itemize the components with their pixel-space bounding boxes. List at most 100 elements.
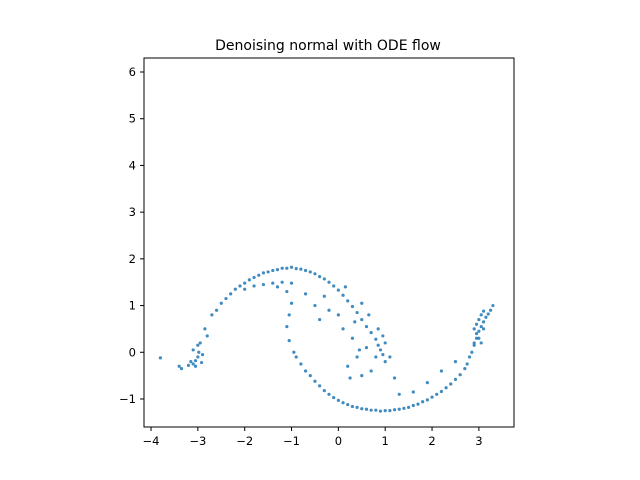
scatter-point [196,355,200,359]
scatter-point [252,275,256,280]
scatter-point [355,310,359,315]
scatter-point [383,341,387,345]
scatter-point [355,355,359,359]
scatter-point [191,362,195,366]
scatter-point [271,281,275,285]
scatter-point [374,408,378,412]
scatter-point [252,284,256,288]
scatter-point [318,317,322,322]
scatter-point [289,281,294,285]
x-tick-label: −2 [236,434,253,448]
scatter-point [327,280,331,284]
scatter-point [357,348,362,352]
scatter-point [233,287,237,291]
scatter-point [186,363,191,367]
scatter-point [488,308,493,312]
scatter-point [189,360,193,364]
scatter-point [364,345,369,350]
scatter-point [388,355,392,359]
scatter-point [481,309,486,313]
scatter-point [289,301,294,305]
scatter-point [458,373,462,377]
scatter-point [481,327,486,331]
x-tick-label: 2 [428,434,435,448]
y-tick-label: 0 [129,345,136,359]
scatter-point [430,395,434,399]
scatter-point [238,284,242,288]
scatter-point [205,334,209,338]
scatter-point [285,289,289,294]
scatter-point [243,287,247,291]
scatter-point [381,334,385,338]
scatter-point [374,337,378,341]
scatter-point [193,364,198,368]
scatter-point [179,367,184,371]
scatter-point [449,382,453,386]
scatter-point [481,320,486,324]
scatter-point [435,392,439,396]
scatter-point [313,379,317,383]
x-axis: −4 −3 −2 −1 0 1 2 3 [143,427,483,448]
x-tick-label: −1 [283,434,300,448]
scatter-point [425,398,429,402]
scatter-point [353,320,357,324]
scatter-point [294,267,298,271]
scatter-point [198,341,202,345]
scatter-point [299,362,303,366]
scatter-point [453,360,458,364]
scatter-point [158,356,162,360]
scatter-point [416,402,420,406]
scatter-point [219,301,223,305]
scatter-point [224,296,228,301]
y-tick-label: 3 [129,205,136,219]
scatter-point [341,293,345,297]
scatter-point [261,282,266,287]
scatter-point [271,268,275,273]
scatter-point [196,343,200,347]
scatter-point [376,343,380,347]
scatter-point [486,312,490,316]
scatter-point [477,317,481,322]
scatter-point [360,407,364,411]
scatter-point [479,313,483,317]
scatter-point [327,392,331,396]
scatter-point [203,327,207,331]
scatter-point [287,338,291,343]
scatter-point [285,324,289,329]
scatter-point [327,308,331,312]
scatter-point [407,405,411,409]
scatter-point [318,384,322,388]
scatter-point [303,268,308,273]
scatter-point [200,360,204,365]
scatter-point [383,409,387,413]
scatter-point [369,408,373,412]
scatter-points [158,265,495,413]
scatter-point [378,409,383,413]
scatter-point [280,280,284,284]
scatter-point [439,369,444,373]
x-tick-label: 1 [382,434,389,448]
scatter-point [383,360,387,364]
scatter-point [411,403,415,408]
scatter-point [346,299,350,303]
scatter-point [472,341,476,345]
scatter-point [360,301,364,305]
scatter-point [322,294,326,298]
scatter-point [477,336,481,340]
scatter-point [341,327,345,331]
y-tick-label: 4 [129,158,136,172]
scatter-point [322,388,326,393]
scatter-point [350,304,355,309]
scatter-point [336,398,340,402]
scatter-point [336,288,340,292]
scatter-point [463,367,467,371]
scatter-point [397,392,401,396]
scatter-point [346,364,350,368]
scatter-point [364,324,369,329]
scatter-point [313,272,317,276]
scatter-point [392,408,397,412]
scatter-point [402,406,406,410]
scatter-point [318,275,322,279]
scatter-point [193,359,198,363]
